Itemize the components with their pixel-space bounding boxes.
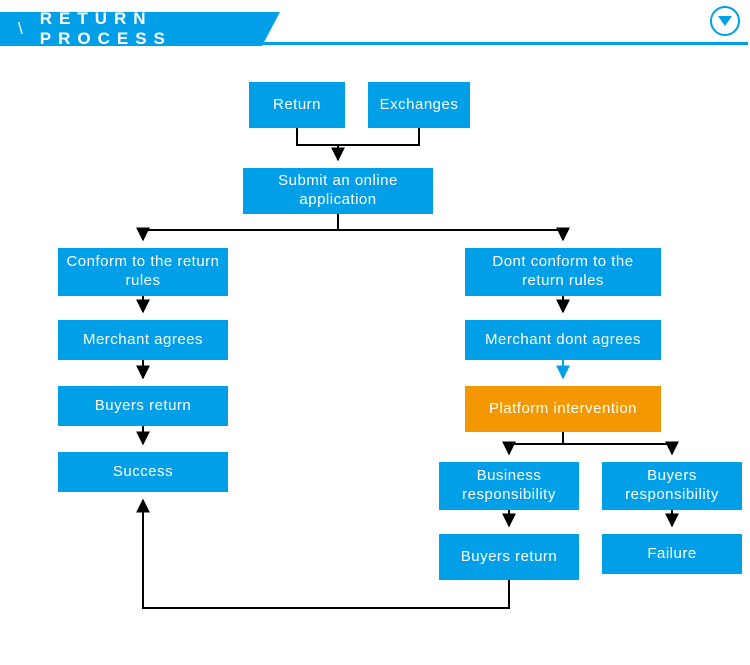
node-exchanges: Exchanges	[368, 82, 470, 128]
node-return: Return	[249, 82, 345, 128]
node-failure: Failure	[602, 534, 742, 574]
node-submit: Submit an online application	[243, 168, 433, 214]
node-buyer-resp: Buyers responsibility	[602, 462, 742, 510]
node-dont-conform: Dont conform to the return rules	[465, 248, 661, 296]
node-merchant-dont: Merchant dont agrees	[465, 320, 661, 360]
scroll-top-button[interactable]	[710, 6, 740, 36]
header-title: RETURN PROCESS	[40, 9, 280, 49]
header-bar: \ RETURN PROCESS	[0, 12, 280, 46]
node-buyers-return-r: Buyers return	[439, 534, 579, 580]
node-buyers-return-l: Buyers return	[58, 386, 228, 426]
node-conform: Conform to the return rules	[58, 248, 228, 296]
edge-3	[338, 214, 563, 240]
node-platform: Platform intervention	[465, 386, 661, 432]
edge-0	[297, 128, 419, 145]
node-merchant-agree: Merchant agrees	[58, 320, 228, 360]
header-underline	[262, 42, 748, 45]
edge-10	[563, 432, 672, 454]
diagram-canvas: \ RETURN PROCESS Return Exchanges Submit a…	[0, 0, 750, 665]
node-biz-resp: Business responsibility	[439, 462, 579, 510]
triangle-down-icon	[717, 15, 733, 27]
header-slash: \	[18, 19, 30, 39]
edge-9	[509, 432, 563, 454]
edge-2	[143, 214, 338, 240]
node-success: Success	[58, 452, 228, 492]
